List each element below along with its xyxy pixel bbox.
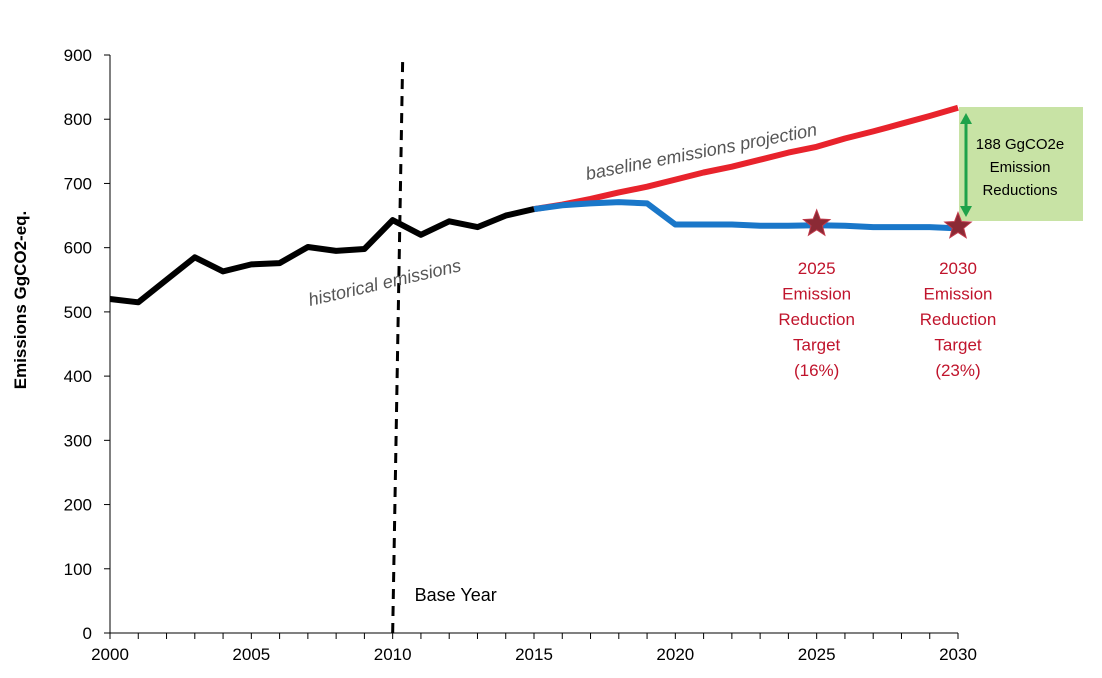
y-tick-label: 800: [64, 110, 92, 129]
base-year-label: Base Year: [415, 585, 497, 605]
target-2025-label-line: Target: [793, 336, 841, 355]
target-2025-label-line: 2025: [798, 259, 836, 278]
target-2025-label-line: (16%): [794, 361, 839, 380]
target-2030-label-line: 2030: [939, 259, 977, 278]
x-tick-label: 2015: [515, 645, 553, 664]
emission-reduction-box: 188 GgCO2e Emission Reductions: [959, 107, 1083, 221]
base-year-line: [391, 59, 405, 634]
series-emission-reduction-pathway-line: [533, 199, 959, 232]
target-star-icon: [802, 208, 832, 237]
reduction-box-line-2: Emission: [990, 159, 1051, 176]
target-2025-label-line: Emission: [782, 285, 851, 304]
y-tick-label: 0: [83, 624, 92, 643]
historical-emissions-label: historical emissions: [306, 255, 463, 310]
reduction-box-line-3: Reductions: [982, 182, 1057, 199]
x-tick-label: 2005: [232, 645, 270, 664]
targets-layer: 2025 Emission Reduction Target (16%) 2030 Emis…: [778, 208, 997, 380]
y-tick-label: 900: [64, 46, 92, 65]
y-axis-label: Emissions GgCO2-eq.: [11, 211, 30, 390]
target-2030-label-line: Emission: [924, 285, 993, 304]
x-tick-label: 2020: [656, 645, 694, 664]
target-2025-label-line: Reduction: [778, 310, 855, 329]
x-tick-label: 2025: [798, 645, 836, 664]
series-layer: [109, 104, 959, 306]
x-tick-label: 2000: [91, 645, 129, 664]
target-2030-label-line: (23%): [935, 361, 980, 380]
y-tick-label: 700: [64, 174, 92, 193]
target-star-icon: [943, 211, 973, 239]
series-historical-emissions-line: [109, 206, 535, 306]
y-axis: 0 100 200 300 400 500 600 700 800 900: [64, 46, 111, 643]
x-tick-label: 2010: [374, 645, 412, 664]
arrow-down-icon: [960, 206, 972, 217]
y-tick-label: 200: [64, 496, 92, 515]
arrow-up-icon: [960, 113, 972, 124]
x-axis: 2000 2005 2010 2015 2020 2025 2030: [91, 632, 977, 664]
target-2030-label-line: Reduction: [920, 310, 997, 329]
y-tick-label: 400: [64, 367, 92, 386]
reduction-box-line-1: 188 GgCO2e: [976, 136, 1064, 153]
target-2030-label-line: Target: [934, 336, 982, 355]
y-tick-label: 100: [64, 560, 92, 579]
y-tick-label: 600: [64, 239, 92, 258]
y-tick-label: 500: [64, 303, 92, 322]
y-tick-label: 300: [64, 431, 92, 450]
x-tick-label: 2030: [939, 645, 977, 664]
series-baseline-emissions-projection-line: [533, 104, 959, 213]
